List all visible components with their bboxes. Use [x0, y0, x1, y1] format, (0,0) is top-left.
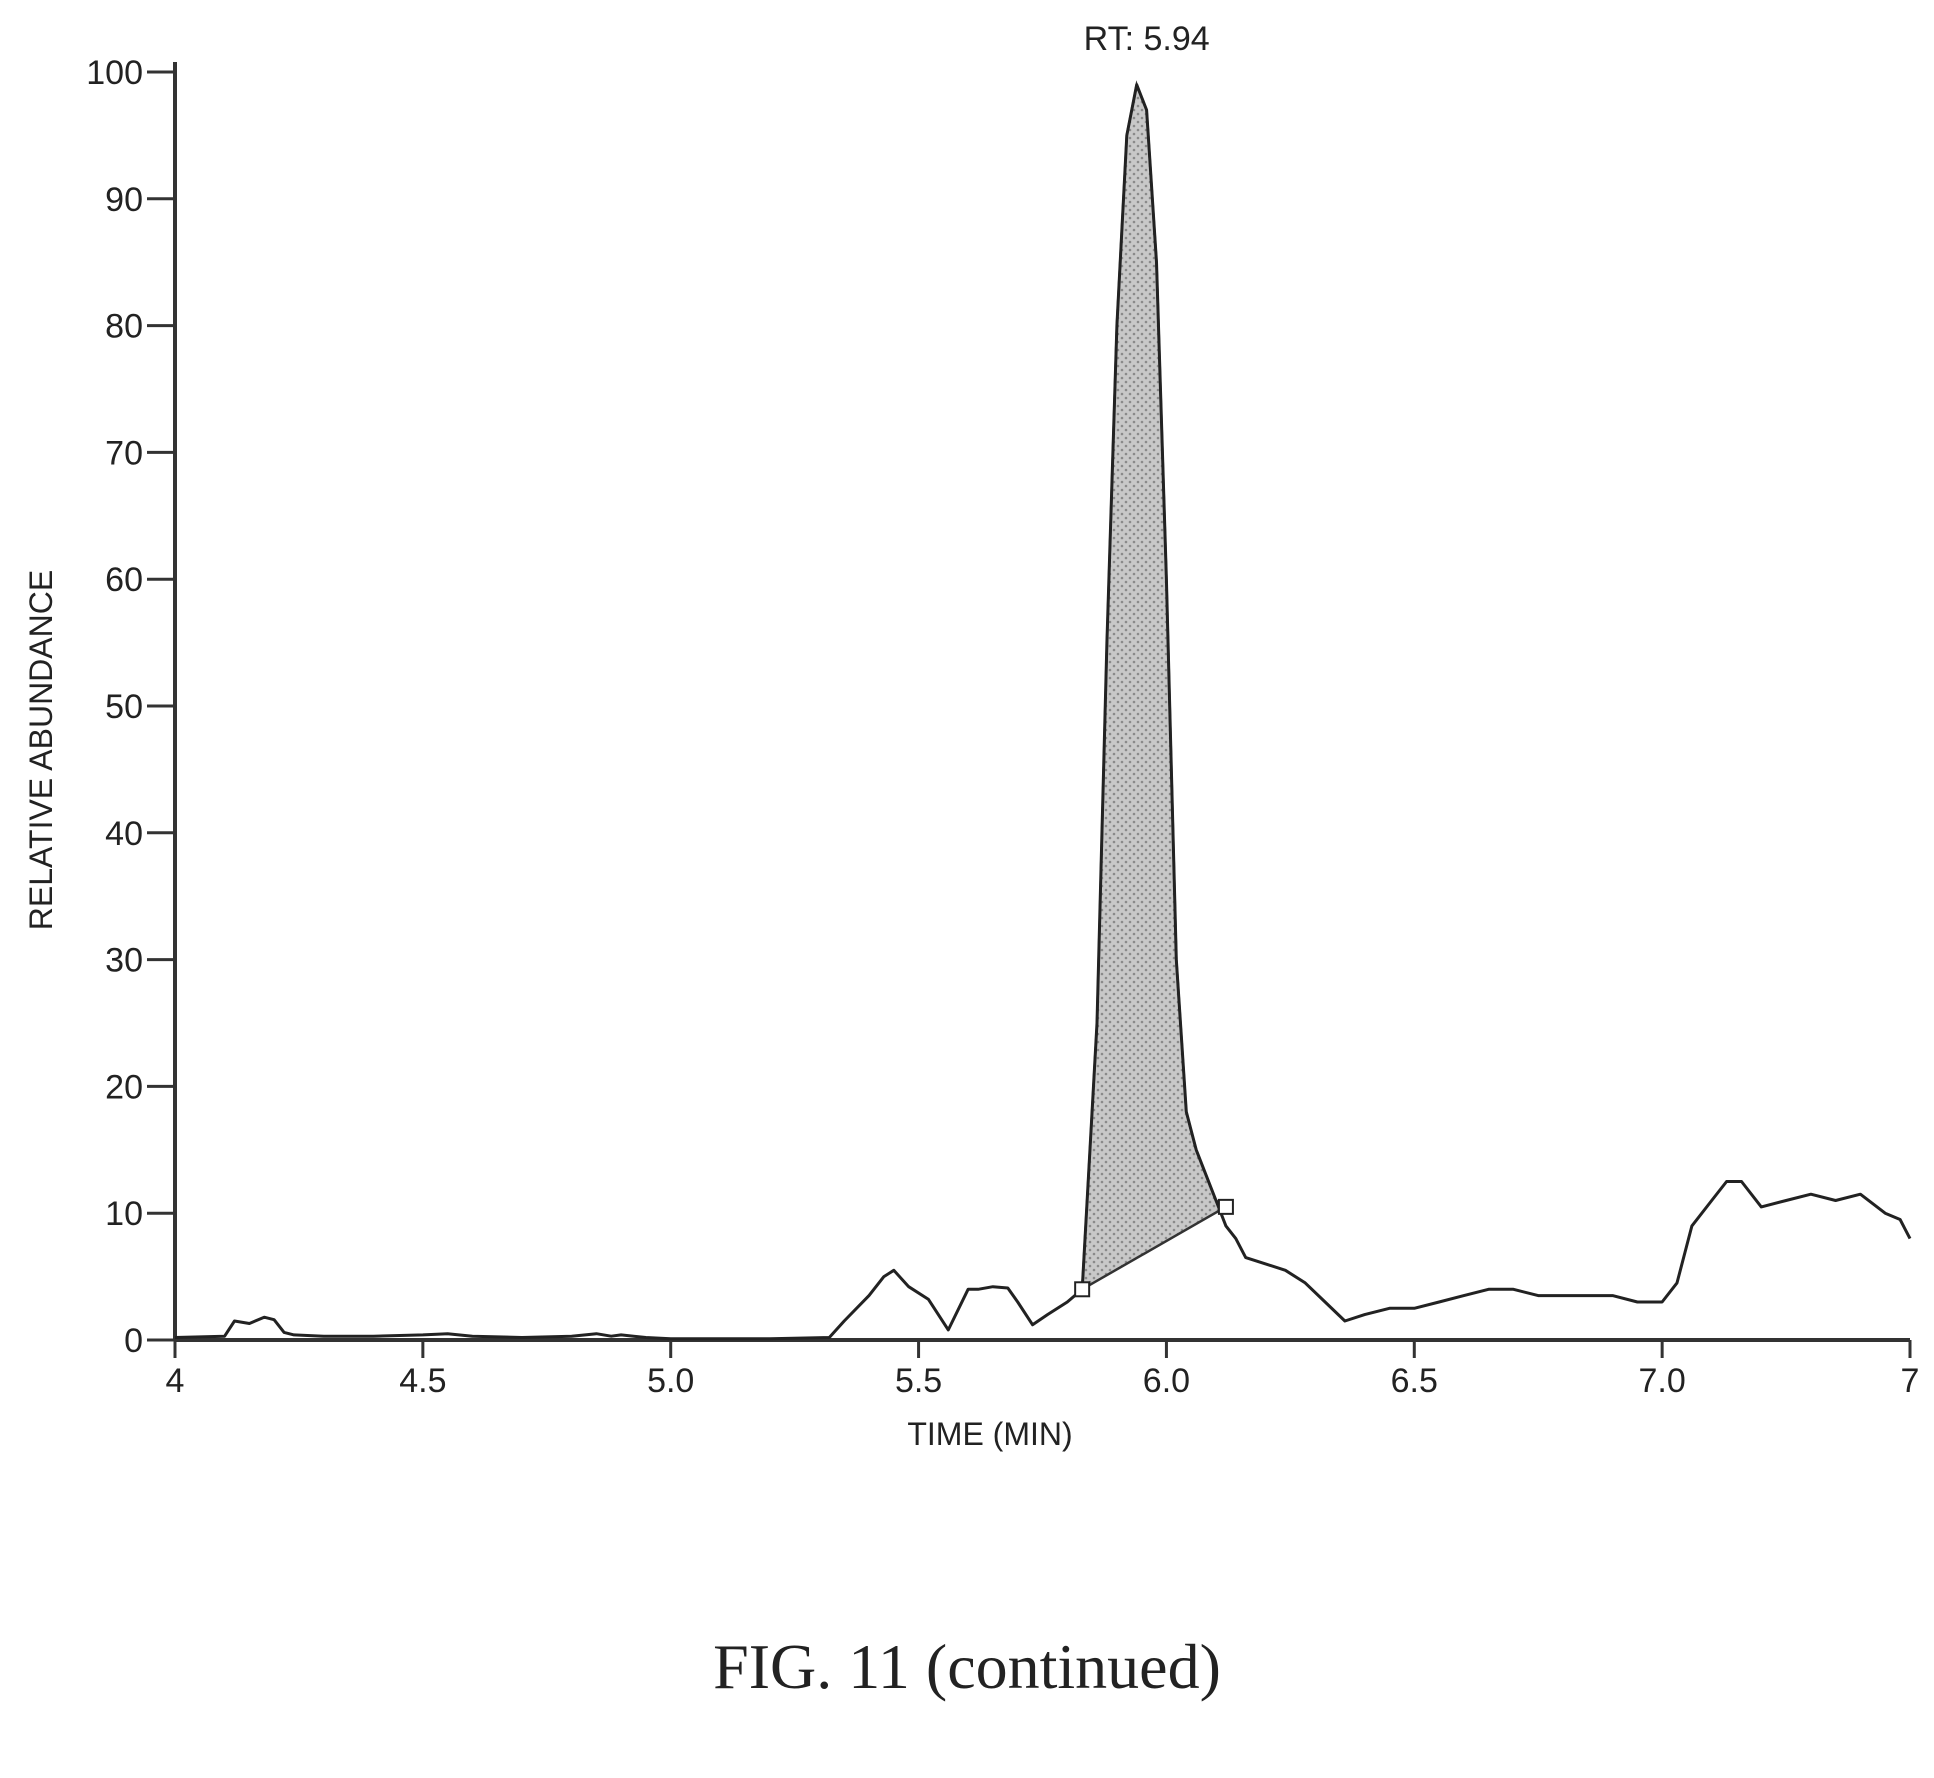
- retention-time-annotation: RT: 5.94: [1084, 20, 1210, 58]
- peak-start-marker: [1074, 1281, 1091, 1298]
- x-tick-label: 5.0: [647, 1362, 694, 1400]
- x-axis-title: TIME (MIN): [907, 1416, 1072, 1452]
- peak-end-marker: [1217, 1198, 1234, 1215]
- y-tick-label: 100: [86, 54, 143, 92]
- y-tick-label: 30: [105, 942, 143, 980]
- y-tick-label: 20: [105, 1068, 143, 1106]
- y-tick-label: 60: [105, 561, 143, 599]
- x-tick-label: 7.0: [1639, 1362, 1686, 1400]
- x-tick-label: 5.5: [895, 1362, 942, 1400]
- chromatogram-chart: 0 10 20 30 40 50 60 70 80 90 100 4 4.5 5.0 5.5 6.0 6.5 7.…: [23, 20, 1920, 1452]
- y-tick-label: 10: [105, 1195, 143, 1233]
- x-tick-label: 7: [1901, 1362, 1920, 1400]
- x-tick-label: 6.5: [1391, 1362, 1438, 1400]
- series-line: [174, 83, 1912, 1341]
- y-tick-label: 90: [105, 181, 143, 219]
- y-tick-label: 70: [105, 434, 143, 472]
- x-tick-label: 4: [166, 1362, 185, 1400]
- y-axis-title: RELATIVE ABUNDANCE: [23, 570, 59, 930]
- y-tick-label: 80: [105, 308, 143, 346]
- x-tick-label: 6.0: [1143, 1362, 1190, 1400]
- integrated-peak-area: [1080, 80, 1229, 1292]
- y-tick-label: 50: [105, 688, 143, 726]
- y-tick-label: 0: [124, 1322, 143, 1360]
- y-tick-label: 40: [105, 815, 143, 853]
- figure-caption: FIG. 11 (continued): [713, 1631, 1221, 1702]
- x-tick-label: 4.5: [399, 1362, 446, 1400]
